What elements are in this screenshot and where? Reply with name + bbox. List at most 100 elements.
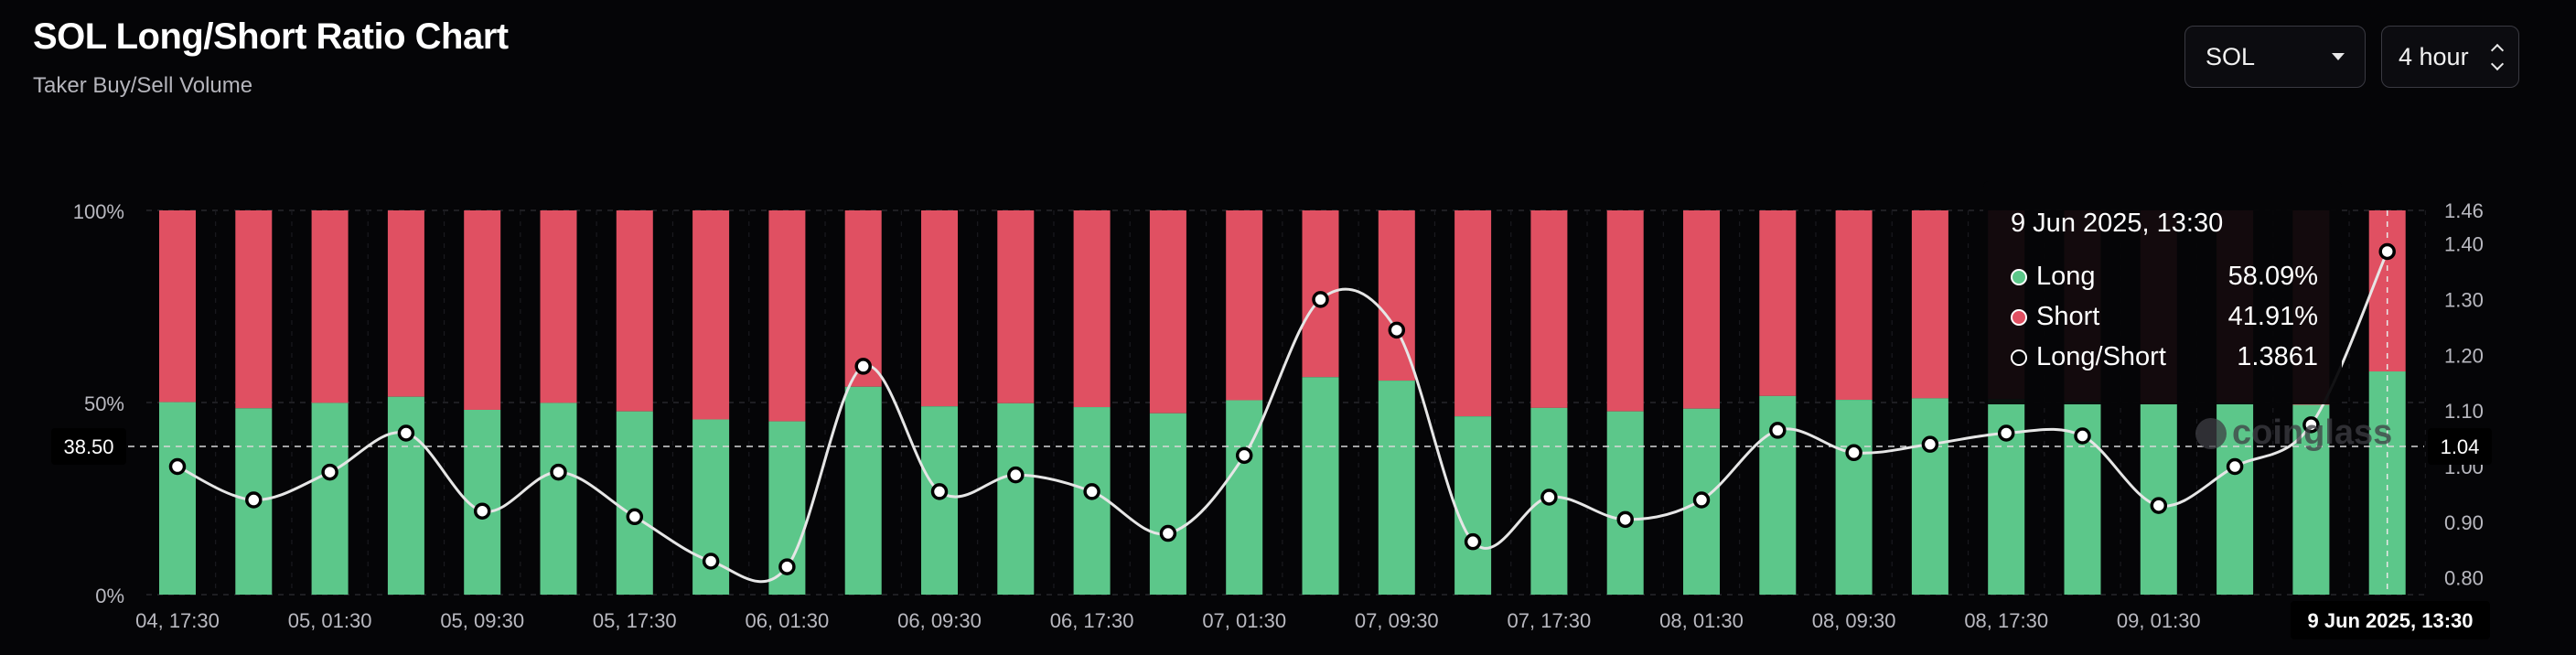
ratio-point [2150, 497, 2168, 514]
tooltip-label: Long/Short [2036, 342, 2166, 371]
bar-long [616, 411, 653, 595]
bar-long [921, 406, 958, 595]
y-right-tick-label: 0.90 [2444, 511, 2484, 534]
tooltip-value: 41.91% [2227, 302, 2318, 331]
y-right-tick-label: 0.80 [2444, 567, 2484, 590]
ratio-point [778, 558, 796, 575]
bar-long [1149, 413, 1186, 595]
bar-long [844, 386, 882, 595]
y-right-tick-label: 1.10 [2444, 400, 2484, 423]
y-right-tick-label: 1.30 [2444, 288, 2484, 311]
x-tick-label: 07, 17:30 [1508, 609, 1592, 632]
short-dot-icon [2011, 309, 2027, 326]
bar-long [2368, 371, 2406, 595]
watermark: coinglass [2195, 413, 2392, 453]
coinglass-logo-icon [2195, 417, 2227, 449]
x-tick-label: 04, 17:30 [135, 609, 220, 632]
bar-long [540, 403, 577, 595]
watermark-text: coinglass [2232, 413, 2393, 452]
ratio-point [473, 502, 491, 520]
bar-long [311, 403, 349, 595]
tooltip-time: 9 Jun 2025, 13:30 [2011, 209, 2224, 238]
bar-short [692, 210, 730, 420]
bar-short [1530, 210, 1568, 408]
tooltip-row-short: Short 41.91% [2011, 302, 2318, 335]
bar-short [159, 210, 196, 403]
ratio-point [626, 508, 644, 526]
ratio-point [1921, 435, 1939, 453]
bar-short [464, 210, 501, 410]
ratio-point [1159, 524, 1177, 542]
bar-short [768, 210, 806, 422]
ratio-point [1388, 321, 1406, 339]
bar-long [1606, 411, 1644, 595]
ratio-point [1997, 424, 2015, 442]
ratio-point [321, 463, 338, 481]
bar-short [921, 210, 958, 407]
y-right-tick-label: 1.40 [2444, 233, 2484, 256]
x-tick-label: 08, 09:30 [1812, 609, 1896, 632]
ratio-point [245, 491, 263, 509]
bar-short [311, 210, 349, 403]
ratio-point [2074, 427, 2091, 445]
ratio-point [397, 424, 415, 442]
y-right-tick-label: 1.46 [2444, 199, 2484, 222]
bar-long [2292, 404, 2330, 595]
ratio-point [2226, 457, 2244, 476]
bar-short [1835, 210, 1873, 401]
bar-long [1378, 381, 1415, 595]
bar-short [1226, 210, 1263, 401]
bar-short [1149, 210, 1186, 413]
interval-select[interactable]: 4 hour [2381, 26, 2519, 88]
tooltip-label: Long [2036, 262, 2096, 291]
x-tick-label: 06, 09:30 [897, 609, 982, 632]
crosshair-left-label: 38.50 [63, 435, 113, 458]
asset-select-value: SOL [2206, 42, 2256, 70]
tooltip-value: 58.09% [2227, 262, 2318, 291]
x-tick-label: 07, 01:30 [1202, 609, 1286, 632]
bar-long [1835, 400, 1873, 595]
chart-tooltip: 9 Jun 2025, 13:30 Long 58.09% Short 41.9… [1983, 181, 2342, 404]
x-tick-label: 05, 01:30 [288, 609, 372, 632]
x-tick-label: 08, 01:30 [1659, 609, 1744, 632]
bar-short [1378, 210, 1415, 381]
bar-short [1683, 210, 1720, 409]
x-tick-label: 05, 17:30 [593, 609, 677, 632]
ratio-point [1083, 483, 1100, 500]
y-left-tick-label: 100% [73, 200, 124, 223]
bar-long [159, 402, 196, 595]
crosshair-right-label: 1.04 [2441, 435, 2480, 458]
tooltip-value: 1.3861 [2237, 342, 2318, 371]
ratio-point [2378, 242, 2396, 261]
tooltip-row-long: Long 58.09% [2011, 262, 2318, 295]
bar-long [1911, 398, 1948, 595]
tooltip-label: Short [2036, 302, 2100, 331]
x-tick-label: 08, 17:30 [1964, 609, 2048, 632]
bar-long [1073, 407, 1111, 595]
page-subtitle: Taker Buy/Sell Volume [33, 73, 253, 98]
bar-short [1911, 210, 1948, 399]
y-left-tick-label: 50% [84, 392, 124, 415]
crosshair-right-label-bg [2428, 428, 2492, 465]
bar-short [997, 210, 1035, 403]
ratio-point [1235, 446, 1253, 465]
asset-select[interactable]: SOL [2184, 26, 2366, 88]
ratio-point [1692, 491, 1711, 509]
crosshair-left-label-bg [51, 428, 126, 465]
crosshair-x-label: 9 Jun 2025, 13:30 [2307, 609, 2473, 632]
caret-down-icon [2332, 53, 2345, 60]
tooltip-row-ratio: Long/Short 1.3861 [2011, 342, 2318, 375]
ratio-point [1312, 291, 1329, 308]
ratio-point [1007, 466, 1025, 484]
ratio-point [854, 358, 872, 375]
page-title: SOL Long/Short Ratio Chart [33, 16, 509, 57]
ratio-point [1845, 444, 1862, 462]
x-tick-label: 06, 01:30 [746, 609, 830, 632]
bar-short [844, 210, 882, 387]
y-left-tick-label: 0% [95, 585, 124, 607]
x-tick-label: 07, 09:30 [1355, 609, 1439, 632]
ratio-point [1769, 422, 1787, 439]
ratio-point [1616, 510, 1634, 529]
x-tick-label: 06, 17:30 [1050, 609, 1134, 632]
bar-short [540, 210, 577, 403]
